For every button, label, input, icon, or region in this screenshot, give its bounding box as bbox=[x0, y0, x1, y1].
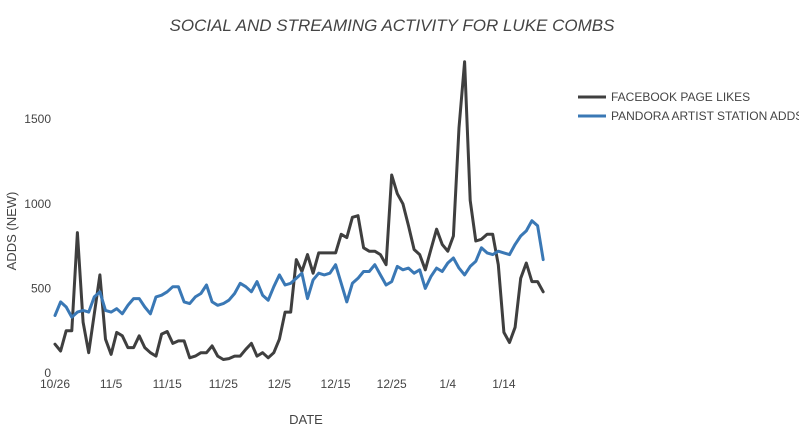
series-group bbox=[53, 60, 545, 361]
legend-label: FACEBOOK PAGE LIKES bbox=[611, 90, 750, 104]
x-tick-label: 11/5 bbox=[100, 377, 123, 391]
x-tick-label: 12/5 bbox=[268, 377, 292, 391]
y-axis-label: ADDS (NEW) bbox=[4, 192, 19, 271]
series-line-facebook-page-likes bbox=[53, 60, 545, 361]
legend-label: PANDORA ARTIST STATION ADDS bbox=[611, 109, 799, 123]
y-tick-label: 1000 bbox=[24, 197, 51, 211]
y-tick-label: 500 bbox=[31, 281, 51, 295]
x-tick-label: 12/15 bbox=[321, 377, 351, 391]
x-tick-label: 1/14 bbox=[492, 377, 516, 391]
series-line-pandora-artist-station-adds bbox=[53, 219, 545, 319]
x-tick-label: 11/25 bbox=[209, 377, 238, 391]
chart-title: SOCIAL AND STREAMING ACTIVITY FOR LUKE C… bbox=[170, 16, 616, 35]
x-tick-label: 12/25 bbox=[377, 377, 407, 391]
y-tick-label: 0 bbox=[44, 366, 51, 380]
axes-group: 0 500 1000 1500 10/26 11/5 11/15 11/25 12/5 12/15… bbox=[24, 112, 516, 391]
x-axis-label: DATE bbox=[289, 412, 323, 427]
x-tick-label: 11/15 bbox=[153, 377, 182, 391]
y-tick-label: 1500 bbox=[24, 112, 51, 126]
x-tick-label: 1/4 bbox=[439, 377, 456, 391]
x-tick-label: 10/26 bbox=[40, 377, 70, 391]
legend: FACEBOOK PAGE LIKES PANDORA ARTIST STATIO… bbox=[578, 90, 799, 123]
